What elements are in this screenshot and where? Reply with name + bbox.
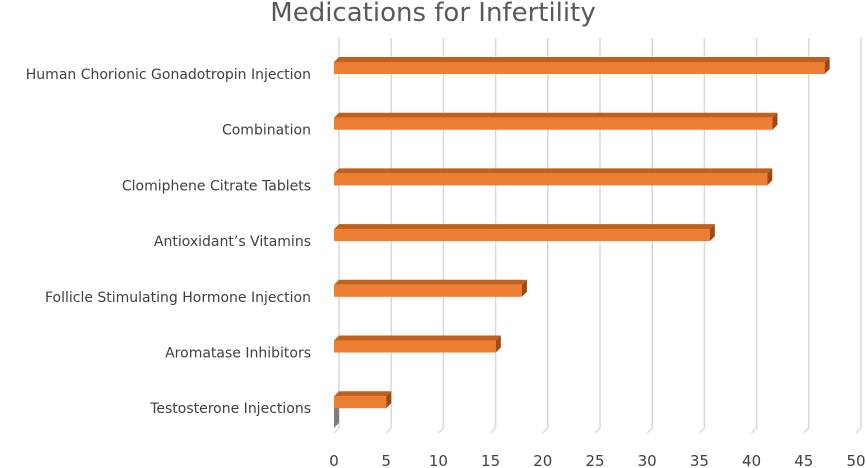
bar-side-face	[709, 224, 715, 242]
x-tick-label: 30	[638, 452, 657, 468]
category-label: Antioxidant’s Vitamins	[154, 234, 311, 250]
x-tick-label: 5	[381, 452, 391, 468]
bar	[334, 112, 778, 130]
bar-top-face	[334, 224, 715, 230]
gridline-base	[855, 427, 862, 434]
bar-top-face	[334, 168, 773, 174]
x-tick-label: 25	[585, 452, 604, 468]
bar-front-face	[334, 284, 522, 297]
gridline-base	[333, 427, 340, 434]
x-tick-label: 15	[481, 452, 500, 468]
bars	[334, 57, 830, 409]
bar-front-face	[334, 117, 773, 130]
x-tick-label: 40	[742, 452, 761, 468]
bar	[334, 57, 830, 74]
chart-title: Medications for Infertility	[270, 0, 596, 28]
category-label: Human Chorionic Gonadotropin Injection	[26, 67, 311, 83]
bar-top-face	[334, 335, 501, 341]
bar	[334, 279, 527, 297]
bar-side-face	[386, 391, 392, 409]
bar-front-face	[334, 229, 710, 242]
bar	[334, 391, 392, 409]
x-tick-label: 35	[690, 452, 709, 468]
bar-front-face	[334, 62, 825, 74]
bar-top-face	[334, 391, 392, 397]
category-label: Follicle Stimulating Hormone Injection	[45, 290, 311, 306]
category-labels: Human Chorionic Gonadotropin Injection Co…	[26, 67, 311, 417]
gridline-base	[542, 427, 549, 434]
bar-side-face	[824, 57, 830, 74]
x-tick-label: 20	[533, 452, 552, 468]
axis-floor-marker	[334, 403, 339, 428]
bar-front-face	[334, 396, 387, 409]
category-label: Aromatase Inhibitors	[165, 346, 311, 362]
x-tick-label: 10	[429, 452, 448, 468]
bar-front-face	[334, 173, 768, 186]
bar	[334, 224, 715, 242]
gridline-base	[490, 427, 497, 434]
bar-front-face	[334, 340, 496, 353]
bar	[334, 335, 501, 353]
bar-side-face	[772, 112, 778, 130]
gridline-base	[646, 427, 653, 434]
bar	[334, 168, 773, 186]
bar-side-face	[767, 168, 773, 186]
chart-floor	[334, 403, 339, 428]
x-tick-label: 45	[794, 452, 813, 468]
x-tick-label: 50	[846, 452, 865, 468]
bar-top-face	[334, 112, 778, 118]
bar-side-face	[521, 279, 527, 297]
category-label: Clomiphene Citrate Tablets	[122, 178, 311, 194]
bar-top-face	[334, 57, 830, 62]
gridline-base	[385, 427, 392, 434]
x-tick-label: 0	[329, 452, 339, 468]
gridline-base	[437, 427, 444, 434]
category-label: Testosterone Injections	[149, 401, 311, 417]
gridline-base	[751, 427, 758, 434]
gridline-base	[594, 427, 601, 434]
bar-side-face	[495, 335, 501, 353]
gridline-base	[803, 427, 810, 434]
gridline-base	[698, 427, 705, 434]
x-axis-ticks: 0 5 10 15 20 25 30 35 40 45 50	[329, 452, 865, 468]
category-label: Combination	[222, 123, 311, 139]
bar-top-face	[334, 279, 527, 285]
